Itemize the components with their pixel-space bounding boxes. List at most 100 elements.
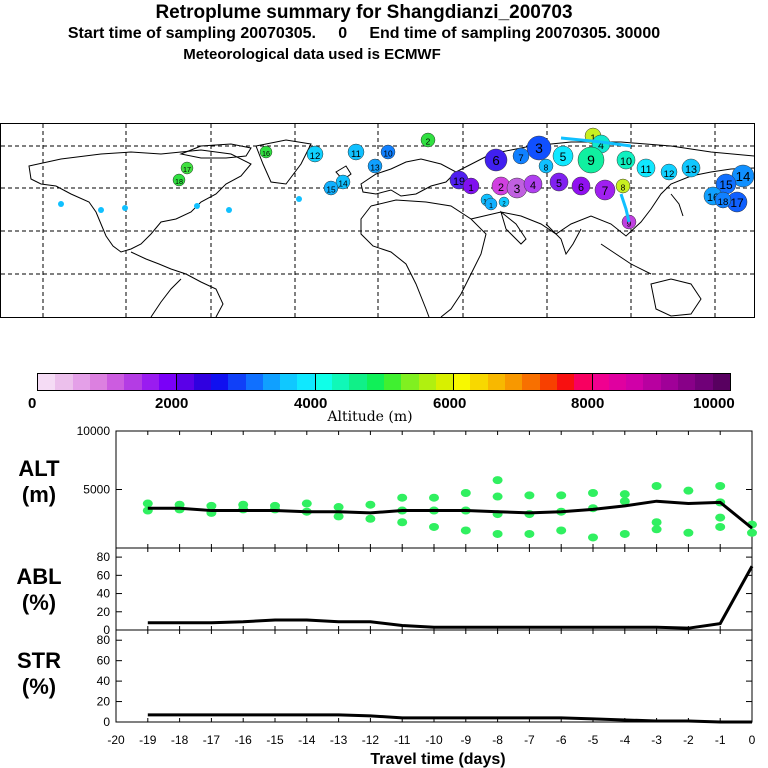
map-cluster-label: 12 — [664, 169, 675, 180]
colorbar-swatch — [677, 374, 696, 390]
x-tick-label: -17 — [203, 733, 221, 747]
median-line — [147, 499, 753, 530]
chart-title: Retroplume summary for Shangdianzi_20070… — [155, 2, 573, 23]
x-tick-label: -3 — [651, 733, 662, 747]
map-cluster-label: 4 — [530, 180, 536, 192]
y-tick-label: 10000 — [77, 424, 111, 438]
map-cluster-dot — [172, 173, 186, 187]
map-cluster-label: 2 — [426, 137, 431, 147]
map-cluster-dot — [226, 207, 232, 213]
map-cluster-label: 18 — [175, 177, 183, 186]
colorbar-swatch — [262, 374, 281, 390]
map-cluster-label: 1 — [468, 183, 473, 194]
cluster-point — [460, 489, 471, 498]
colorbar-swatch — [401, 374, 419, 390]
map-cluster-dot — [594, 179, 616, 201]
abl-panel-label: ABL (%) — [16, 564, 62, 615]
colorbar-swatch — [159, 374, 177, 390]
x-tick-label: -13 — [330, 733, 348, 747]
colorbar-tick: 2000 — [155, 395, 189, 412]
map-cluster-dot — [122, 205, 128, 211]
map-cluster-dot — [380, 144, 396, 160]
alt-panel-label: ALT (m) — [18, 456, 60, 507]
colorbar-tick: 8000 — [571, 395, 605, 412]
map-cluster-dot — [259, 145, 273, 159]
x-tick-label: -18 — [171, 733, 189, 747]
plot-frame — [115, 547, 753, 631]
x-tick-label: -5 — [588, 733, 599, 747]
colorbar-swatch — [505, 374, 523, 390]
plume-track — [619, 193, 631, 223]
map-cluster-label: 6 — [578, 182, 584, 194]
y-tick-label: 60 — [97, 568, 111, 582]
colorbar-swatch — [72, 374, 90, 390]
colorbar-swatch — [193, 374, 211, 390]
colorbar-swatch — [107, 374, 125, 390]
cluster-point — [651, 518, 662, 527]
map-cluster-label: 19 — [453, 176, 465, 188]
cluster-point — [174, 500, 185, 509]
x-tick-label: -6 — [556, 733, 567, 747]
cluster-point — [460, 526, 471, 535]
y-tick-label: 20 — [97, 695, 111, 709]
colorbar-swatch — [55, 374, 73, 390]
y-tick-label: 40 — [97, 674, 111, 688]
map-cluster-label: 9 — [627, 219, 632, 229]
colorbar-swatch — [210, 374, 229, 390]
cluster-point — [715, 522, 726, 531]
colorbar-swatch — [522, 374, 540, 390]
x-tick-label: -19 — [139, 733, 157, 747]
colorbar-swatch — [38, 374, 56, 390]
cluster-point — [715, 513, 726, 522]
map-cluster-label: 17 — [730, 196, 744, 210]
map-cluster-dot — [681, 158, 701, 178]
cluster-point — [556, 491, 567, 500]
cluster-point — [429, 522, 439, 531]
map-cluster-label: 5 — [560, 150, 567, 164]
colorbar-divider — [314, 374, 316, 390]
cluster-point — [270, 501, 280, 510]
y-tick-label: 0 — [103, 623, 110, 637]
str-panel-label: STR (%) — [17, 648, 61, 699]
colorbar-tick: 4000 — [294, 395, 328, 412]
cluster-point — [301, 499, 312, 508]
map-cluster-label: 11 — [640, 164, 651, 176]
map-cluster-label: 6 — [492, 153, 499, 168]
map-cluster-dot — [194, 203, 200, 209]
cluster-point — [747, 528, 757, 537]
colorbar-swatch — [695, 374, 713, 390]
map-cluster-dot — [296, 196, 302, 202]
cluster-point — [619, 490, 630, 499]
map-cluster-dot — [549, 172, 569, 192]
cluster-point — [206, 501, 217, 510]
median-line — [147, 565, 754, 630]
map-cluster-dot — [498, 196, 510, 208]
met-data-note: Meteorological data used is ECMWF — [183, 46, 441, 63]
colorbar-tick: 10000 — [693, 395, 735, 412]
x-tick-label: -10 — [425, 733, 443, 747]
colorbar-swatch — [712, 374, 730, 390]
y-tick-label: 60 — [97, 654, 111, 668]
cluster-point — [715, 481, 726, 490]
map-cluster-dot — [636, 158, 656, 178]
map-cluster-label: 17 — [183, 165, 191, 174]
colorbar-swatch — [470, 374, 488, 390]
map-cluster-label: 9 — [587, 152, 595, 168]
cluster-point — [651, 525, 662, 534]
colorbar-swatch — [228, 374, 246, 390]
map-cluster-dot — [526, 135, 552, 161]
x-tick-label: -1 — [715, 733, 726, 747]
colorbar-swatch — [591, 374, 609, 390]
map-cluster-label: 15 — [326, 185, 336, 195]
plot-frame — [115, 629, 753, 723]
colorbar-swatch — [366, 374, 384, 390]
map-cluster-dot — [512, 147, 530, 165]
colorbar-swatch — [626, 374, 644, 390]
cluster-point — [429, 493, 439, 502]
map-cluster-label: 2 — [502, 202, 506, 208]
cluster-point — [524, 529, 535, 538]
abl-panel: 0 20 40 60 80 — [97, 547, 754, 637]
map-cluster-dot — [420, 132, 436, 148]
map-cluster-dot — [714, 191, 732, 209]
